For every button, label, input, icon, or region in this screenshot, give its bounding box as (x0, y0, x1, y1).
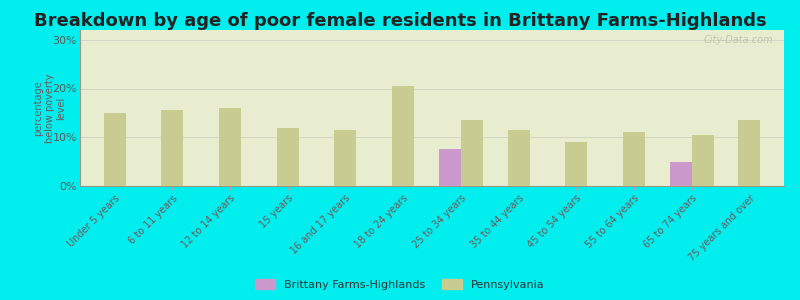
Bar (277, 128, 298, 186)
Legend: Brittany Farms-Highlands, Pennsylvania: Brittany Farms-Highlands, Pennsylvania (251, 275, 549, 294)
Bar (738, 120, 760, 186)
Bar (692, 135, 714, 186)
Bar (566, 142, 587, 186)
Bar (104, 113, 126, 186)
Bar (219, 108, 241, 186)
Y-axis label: percentage
below poverty
level: percentage below poverty level (33, 73, 66, 143)
Text: Breakdown by age of poor female residents in Brittany Farms-Highlands: Breakdown by age of poor female resident… (34, 12, 766, 30)
Bar (461, 120, 482, 186)
Bar (439, 149, 461, 186)
Bar (507, 130, 530, 186)
Bar (162, 110, 183, 186)
Bar (392, 86, 414, 186)
Bar (623, 132, 645, 186)
Bar (670, 162, 692, 186)
Text: City-Data.com: City-Data.com (704, 35, 774, 45)
Bar (334, 130, 357, 186)
